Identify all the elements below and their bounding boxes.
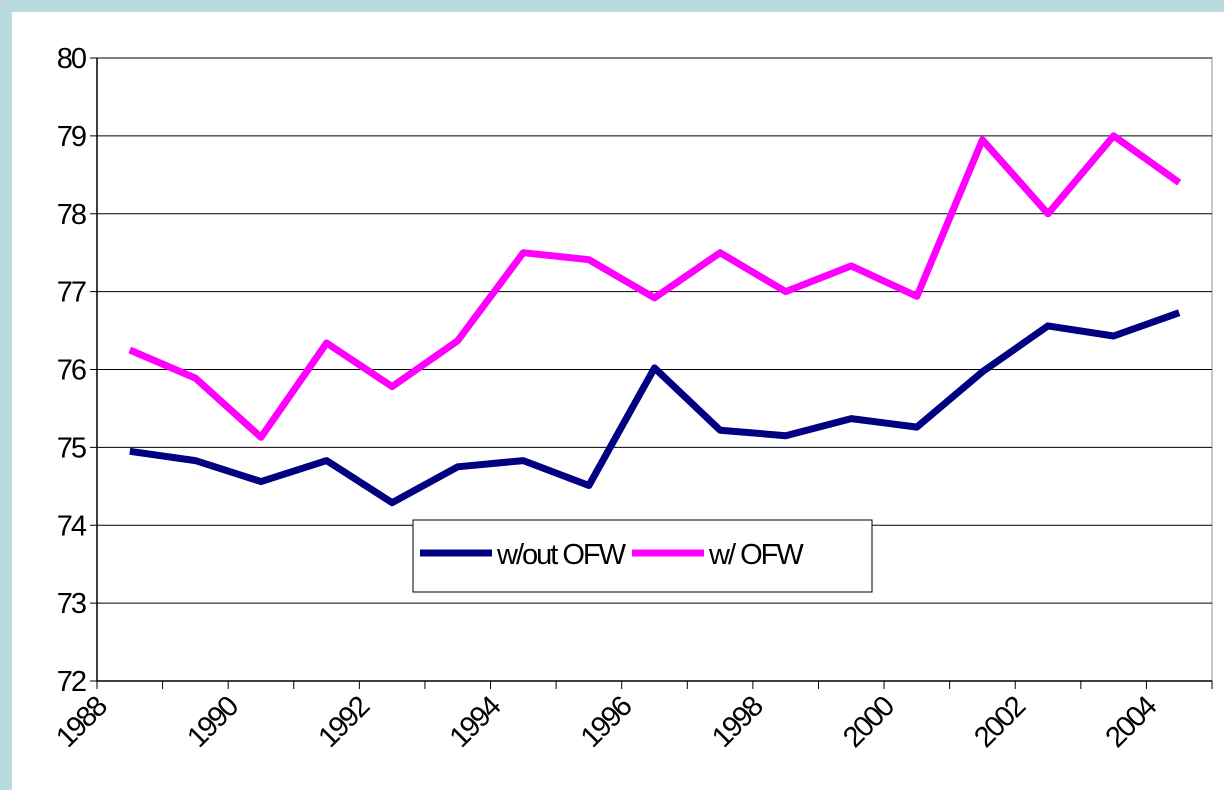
y-tick-label: 75 — [57, 432, 86, 464]
series-line — [128, 132, 1182, 441]
y-tick-label: 79 — [57, 121, 86, 153]
chart-background — [12, 12, 1224, 790]
y-tick-label: 80 — [57, 43, 86, 75]
y-tick-label: 76 — [57, 355, 86, 387]
legend: w/out OFW w/ OFW — [412, 519, 873, 593]
y-tick-label: 73 — [57, 588, 86, 620]
y-tick-label: 72 — [57, 666, 86, 698]
legend-label: w/ OFW — [708, 539, 804, 571]
y-tick-label: 78 — [57, 199, 86, 231]
y-tick-label: 74 — [57, 510, 87, 542]
legend-label: w/out OFW — [496, 539, 627, 571]
y-tick-label: 77 — [57, 277, 86, 309]
series-line — [129, 309, 1181, 507]
